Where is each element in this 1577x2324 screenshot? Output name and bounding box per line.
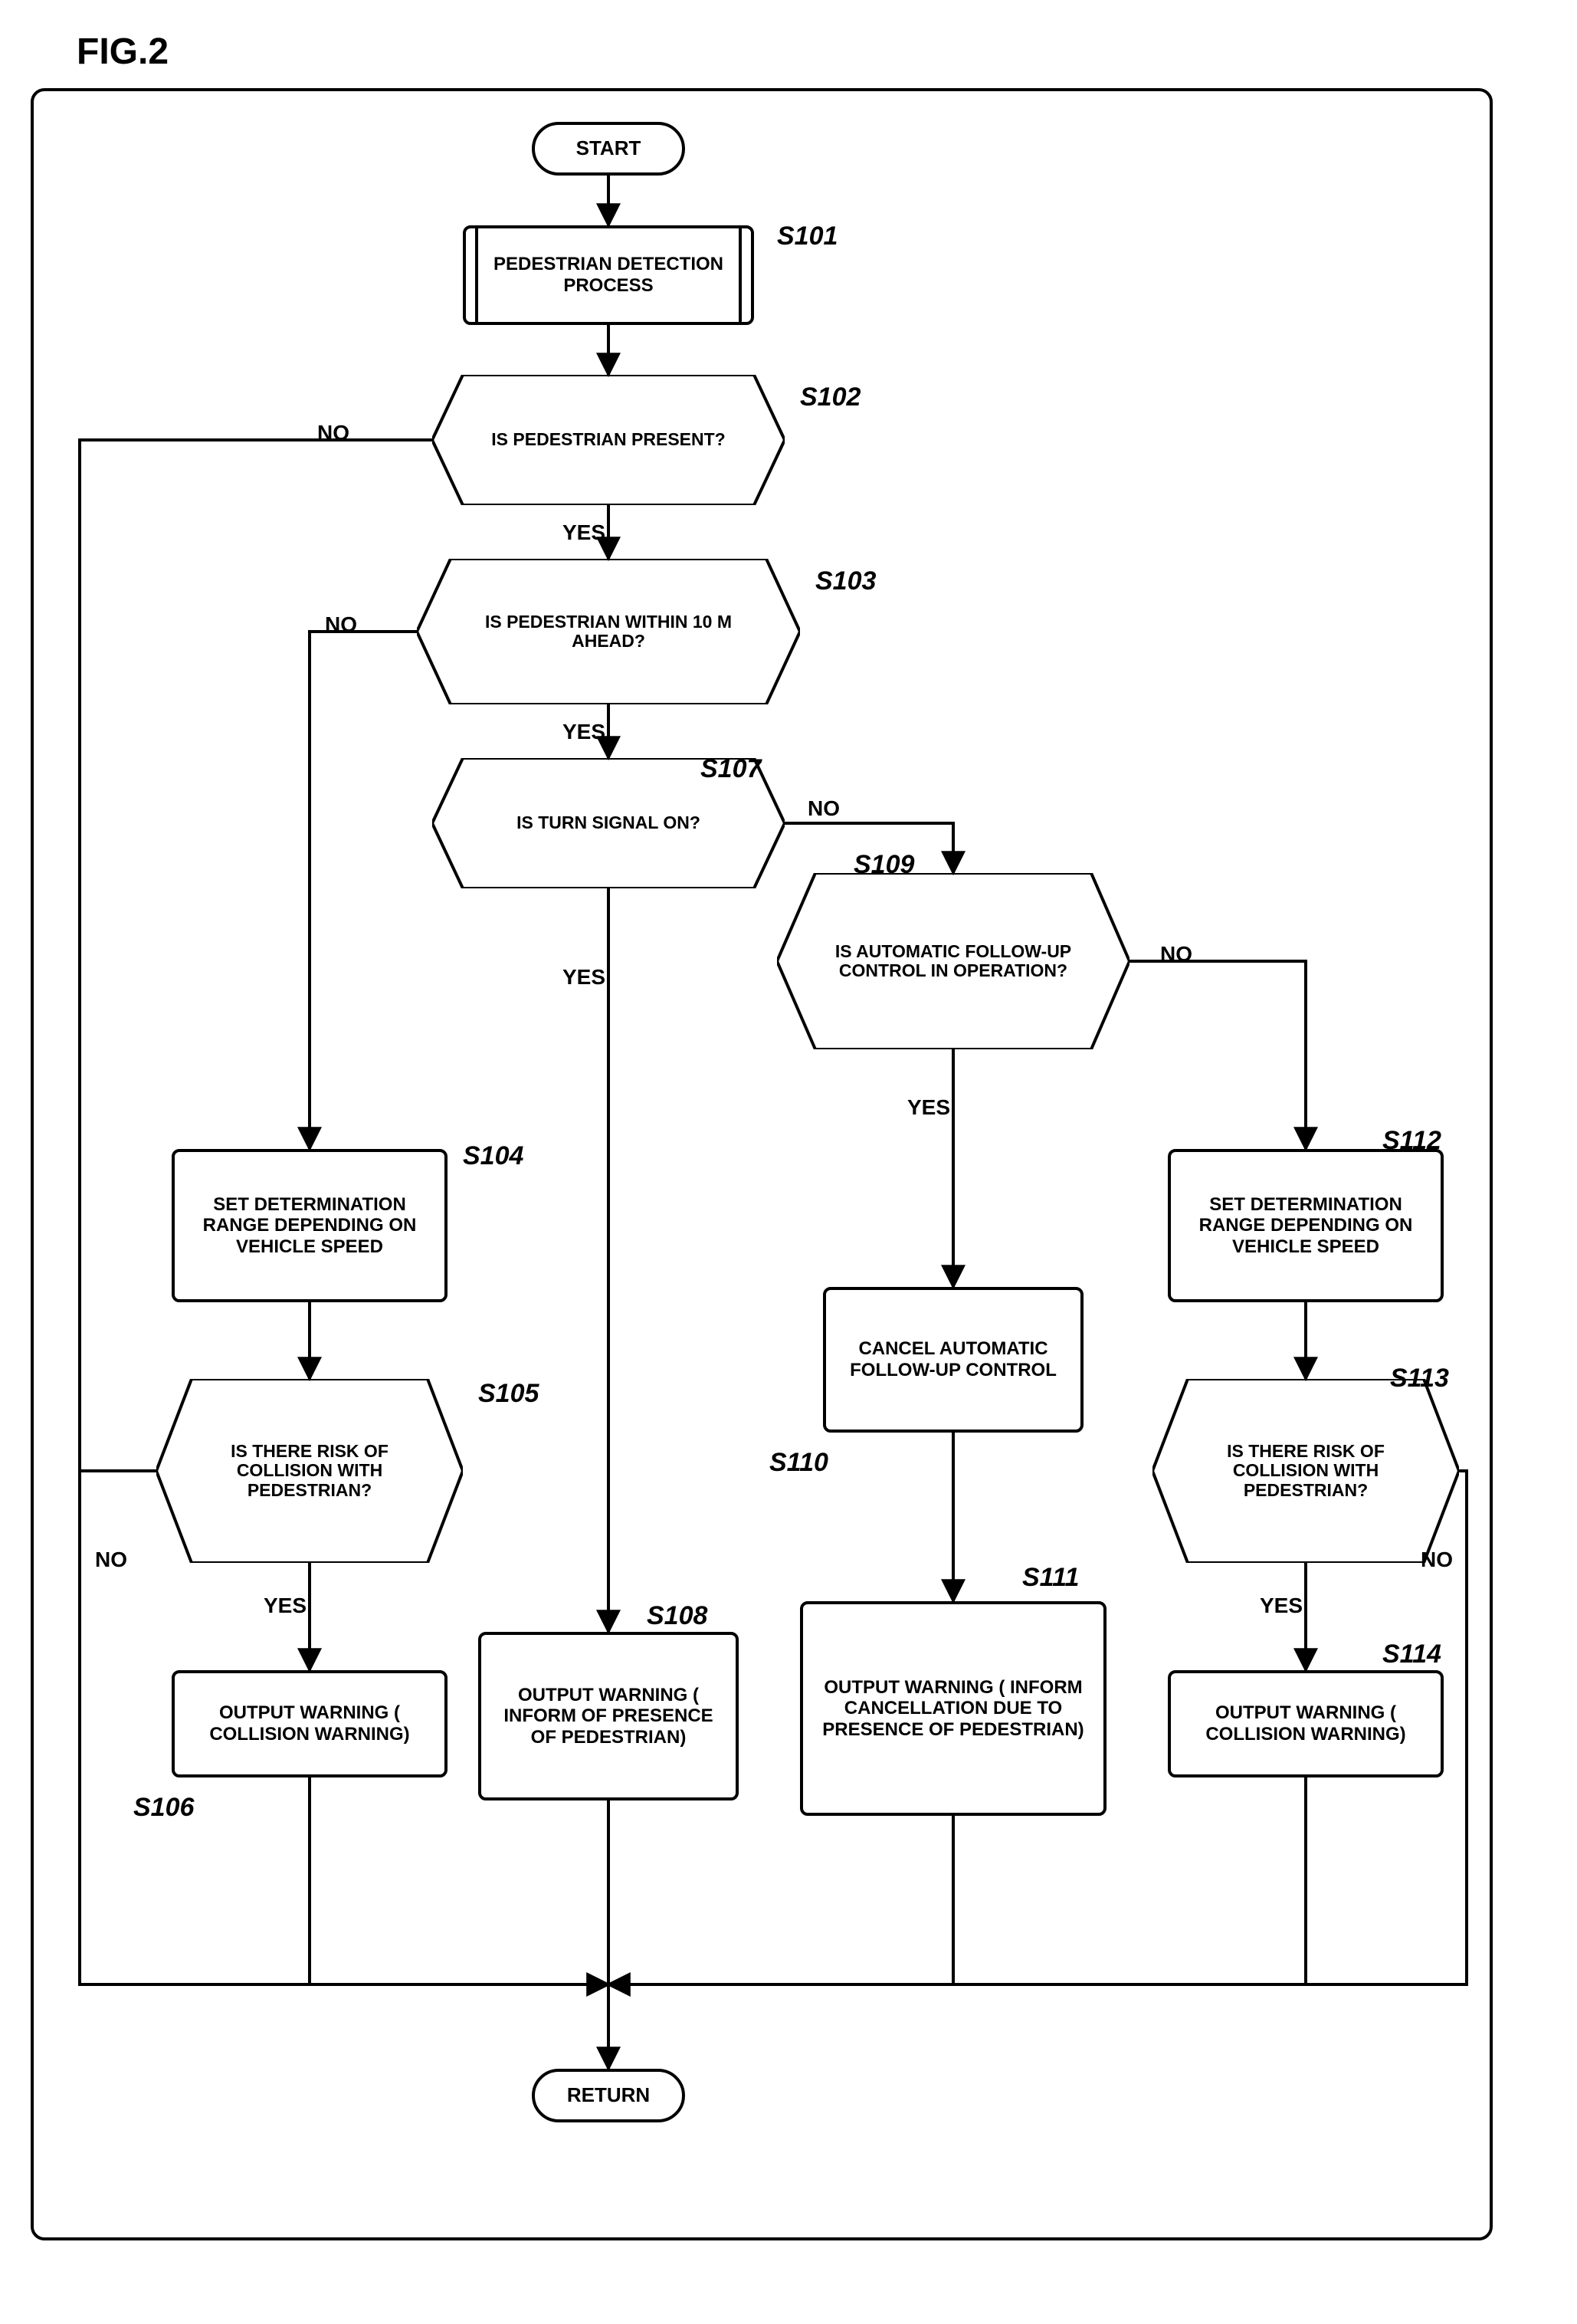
process-s106: OUTPUT WARNING ( COLLISION WARNING)	[172, 1670, 448, 1777]
branch-label-yes: YES	[562, 965, 605, 990]
stepid-s108: S108	[647, 1601, 707, 1631]
decision-s105-label: IS THERE RISK OF COLLISION WITH PEDESTRI…	[181, 1379, 438, 1563]
branch-label-yes: YES	[907, 1095, 950, 1120]
decision-s103: IS PEDESTRIAN WITHIN 10 M AHEAD?	[417, 559, 800, 704]
decision-s113: IS THERE RISK OF COLLISION WITH PEDESTRI…	[1152, 1379, 1459, 1563]
stepid-s104: S104	[463, 1141, 523, 1171]
stepid-s114: S114	[1382, 1640, 1441, 1669]
terminal-start: START	[532, 122, 685, 176]
stepid-s112: S112	[1382, 1126, 1441, 1156]
branch-label-no: NO	[808, 796, 840, 821]
decision-s102-label: IS PEDESTRIAN PRESENT?	[461, 375, 756, 505]
stepid-s110: S110	[769, 1448, 828, 1478]
branch-label-yes: YES	[562, 520, 605, 545]
stepid-s105: S105	[478, 1379, 539, 1409]
branch-label-no: NO	[95, 1548, 127, 1572]
decision-s105: IS THERE RISK OF COLLISION WITH PEDESTRI…	[156, 1379, 463, 1563]
flowchart-canvas: START PEDESTRIAN DETECTION PROCESS S101 …	[31, 88, 1493, 2240]
stepid-s109: S109	[854, 850, 914, 880]
process-s114: OUTPUT WARNING ( COLLISION WARNING)	[1168, 1670, 1444, 1777]
process-s101: PEDESTRIAN DETECTION PROCESS	[463, 225, 754, 325]
branch-label-yes: YES	[264, 1594, 307, 1618]
stepid-s106: S106	[133, 1793, 194, 1823]
decision-s109: IS AUTOMATIC FOLLOW-UP CONTROL IN OPERAT…	[777, 873, 1129, 1049]
stepid-s107: S107	[700, 754, 761, 784]
stepid-s102: S102	[800, 382, 861, 412]
branch-label-yes: YES	[562, 720, 605, 744]
stepid-s103: S103	[815, 566, 876, 596]
process-s110: CANCEL AUTOMATIC FOLLOW-UP CONTROL	[823, 1287, 1084, 1433]
process-s104: SET DETERMINATION RANGE DEPENDING ON VEH…	[172, 1149, 448, 1302]
branch-label-yes: YES	[1260, 1594, 1303, 1618]
branch-label-no: NO	[1160, 942, 1192, 967]
process-s108: OUTPUT WARNING ( INFORM OF PRESENCE OF P…	[478, 1632, 739, 1800]
decision-s109-label: IS AUTOMATIC FOLLOW-UP CONTROL IN OPERAT…	[805, 873, 1101, 1049]
process-s112: SET DETERMINATION RANGE DEPENDING ON VEH…	[1168, 1149, 1444, 1302]
stepid-s101: S101	[777, 222, 838, 251]
stepid-s113: S113	[1390, 1364, 1449, 1393]
process-s111: OUTPUT WARNING ( INFORM CANCELLATION DUE…	[800, 1601, 1107, 1816]
branch-label-no: NO	[317, 421, 349, 445]
decision-s113-label: IS THERE RISK OF COLLISION WITH PEDESTRI…	[1177, 1379, 1434, 1563]
decision-s103-label: IS PEDESTRIAN WITHIN 10 M AHEAD?	[448, 559, 769, 704]
branch-label-no: NO	[1421, 1548, 1453, 1572]
decision-s102: IS PEDESTRIAN PRESENT?	[432, 375, 785, 505]
stepid-s111: S111	[1022, 1563, 1079, 1593]
branch-label-no: NO	[325, 612, 357, 637]
figure-title: FIG.2	[77, 31, 1546, 73]
terminal-return: RETURN	[532, 2069, 685, 2122]
